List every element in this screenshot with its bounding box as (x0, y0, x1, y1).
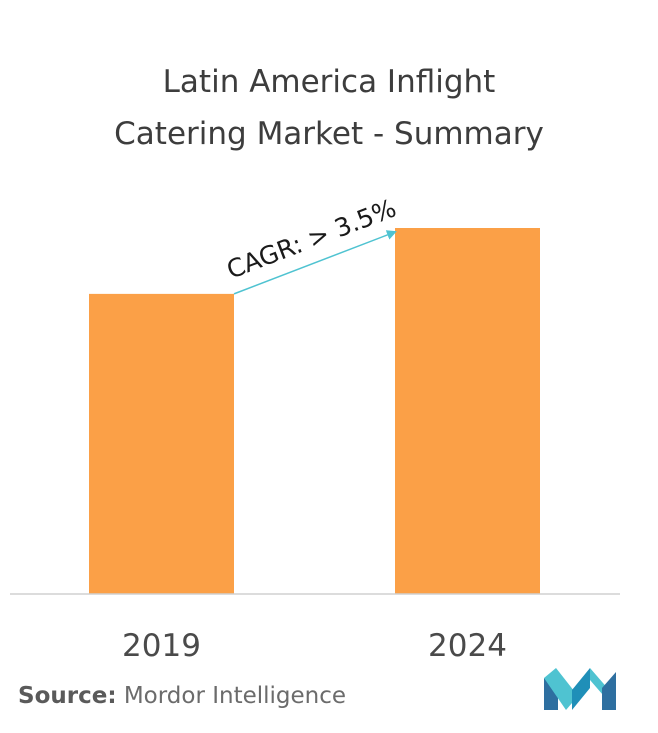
source-text: Mordor Intelligence (123, 683, 347, 709)
bar-2024 (395, 228, 540, 594)
mordor-intelligence-logo-icon (544, 668, 616, 710)
cagr-annotation: CAGR: > 3.5% (223, 193, 400, 295)
source-label: Source: (18, 683, 117, 709)
source-note: Source: Mordor Intelligence (18, 683, 346, 709)
cagr-arrow (233, 230, 397, 295)
x-tick-labels: 2019 2024 (122, 628, 507, 664)
chart-title-line-1: Latin America Inflight (162, 64, 496, 100)
cagr-label: CAGR: > 3.5% (223, 193, 400, 284)
x-tick-label-2024: 2024 (428, 628, 507, 664)
bar-2019 (89, 293, 234, 594)
x-tick-label-2019: 2019 (122, 628, 201, 664)
bars (89, 228, 540, 594)
chart-title: Latin America Inflight Catering Market -… (0, 56, 658, 160)
chart-title-line-2: Catering Market - Summary (114, 116, 544, 152)
